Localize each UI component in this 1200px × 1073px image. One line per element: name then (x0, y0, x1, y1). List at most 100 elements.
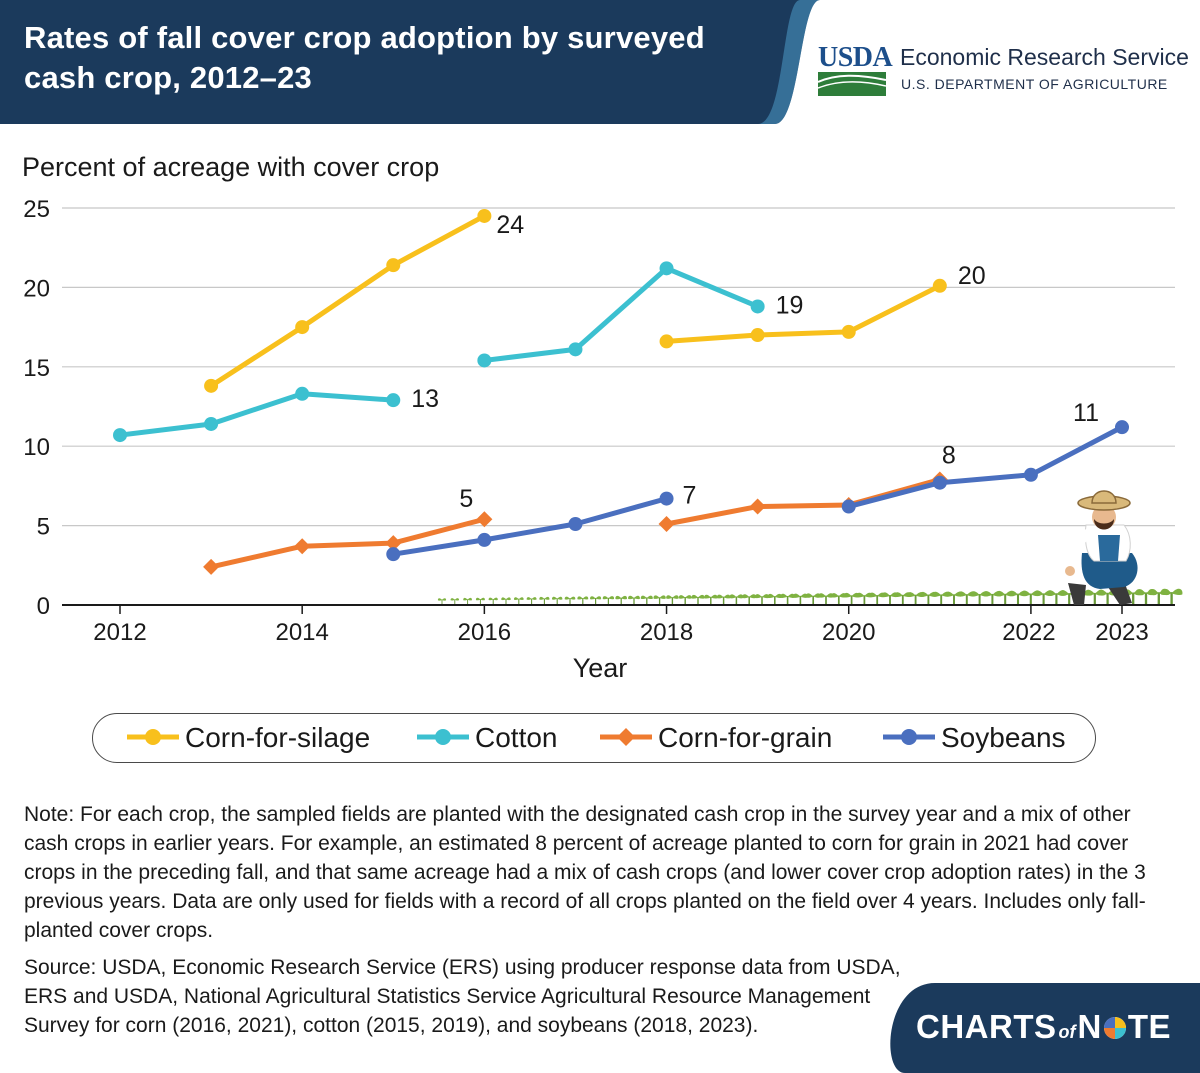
seedling-icon (1160, 588, 1183, 604)
seedling-leaf (506, 597, 511, 601)
x-axis-label: Year (573, 653, 628, 683)
seedling-leaf (666, 595, 673, 599)
data-point (477, 353, 492, 368)
seedling-leaf (653, 595, 660, 599)
seedling-leaf (1021, 590, 1031, 597)
seedling-icon (894, 592, 912, 604)
data-point-diamond (203, 558, 220, 575)
seedling-leaf (831, 593, 839, 598)
seedling-leaf (501, 597, 506, 601)
seedling-leaf (723, 594, 731, 599)
data-point (204, 378, 219, 393)
y-tick-label: 0 (37, 593, 50, 620)
data-point (295, 386, 310, 401)
seedling-icon (780, 593, 795, 604)
legend-marker-circle-icon (417, 729, 469, 745)
seedling-icon (640, 595, 653, 604)
seedling-leaf (1008, 590, 1018, 597)
data-point (750, 328, 765, 343)
data-point (477, 208, 492, 223)
seedling-leaf (646, 595, 653, 600)
data-point (841, 324, 856, 339)
farmer-beard (1094, 519, 1114, 530)
seedling-leaf (774, 593, 782, 599)
seedling-leaf (843, 592, 852, 598)
seedling-icon (590, 596, 602, 604)
x-tick-label: 2018 (640, 619, 693, 646)
seedling-leaf (780, 593, 788, 598)
seedling-icon (552, 596, 563, 604)
data-point-diamond (658, 516, 675, 533)
pie-wheel-icon (1103, 1017, 1126, 1039)
seedling-icon (463, 597, 472, 604)
data-point-diamond (385, 535, 402, 552)
footer-banner (890, 983, 1200, 1073)
x-tick-label: 2023 (1095, 619, 1148, 646)
line-chart: Percent of acreage with cover crop 0 5 10 15… (22, 152, 1183, 683)
seedling-leaf (698, 594, 705, 599)
y-tick-label: 5 (37, 514, 50, 541)
usda-logo-icon (818, 72, 886, 96)
grid-lines (62, 207, 1175, 614)
seedling-icon (742, 594, 757, 604)
seedling-leaf (442, 598, 447, 601)
farmer-boot (1068, 583, 1086, 605)
data-point (477, 532, 492, 547)
seedling-leaf (590, 596, 596, 600)
seedling-leaf (1033, 590, 1044, 596)
seedling-leaf (513, 597, 519, 600)
seedling-leaf (595, 596, 602, 600)
brand-word-charts: CHARTS (916, 1008, 1057, 1045)
seedling-leaf (716, 594, 724, 599)
data-point-diamond (476, 511, 493, 528)
seedling-leaf (983, 591, 993, 597)
seedling-leaf (463, 597, 468, 601)
seedling-leaf (1059, 590, 1070, 596)
data-point-diamond (749, 498, 766, 515)
data-point (204, 416, 219, 431)
data-label: 11 (1073, 399, 1099, 427)
seedling-leaf (564, 596, 570, 600)
seedling-leaf (919, 591, 929, 597)
seedling-leaf (518, 597, 524, 600)
seedling-leaf (450, 598, 455, 601)
series-line (846, 424, 1125, 510)
seedling-leaf (691, 594, 698, 599)
brand-word-te: TE (1127, 1008, 1172, 1045)
seedling-icon (678, 595, 692, 604)
seedling-icon (805, 593, 821, 604)
y-tick-label: 15 (23, 355, 50, 382)
page-title: Rates of fall cover crop adoption by sur… (24, 20, 705, 95)
seedling-leaf (1097, 589, 1108, 596)
seedling-leaf (454, 598, 460, 601)
data-point (1023, 467, 1038, 482)
series-line (481, 265, 761, 363)
seedling-leaf (710, 594, 718, 599)
seedling-leaf (557, 596, 563, 600)
seedling-icon (501, 597, 511, 604)
data-label: 19 (776, 291, 804, 319)
seedling-icon (666, 595, 679, 604)
seedling-icon (488, 597, 498, 604)
legend: Corn-for-silage Cotton Corn-for-grain So… (92, 713, 1096, 763)
seedling-leaf (1148, 588, 1159, 596)
data-point (932, 278, 947, 293)
farmer-illustration (1065, 490, 1138, 605)
seedling-leaf (480, 597, 485, 601)
legend-label: Soybeans (941, 722, 1066, 753)
seedling-leaf (577, 596, 583, 600)
seedling-leaf (805, 593, 814, 598)
y-tick-label: 20 (23, 275, 50, 302)
seedling-leaf (1046, 590, 1057, 596)
chart-source: Source: USDA, Economic Research Service … (24, 956, 901, 1037)
seedling-icon (564, 596, 576, 604)
seedling-leaf (531, 597, 537, 600)
seedling-icon (526, 597, 537, 604)
seedling-icon (716, 594, 731, 604)
agency-name: Economic Research Service (900, 44, 1189, 70)
data-label: 8 (942, 442, 956, 470)
data-point (659, 334, 674, 349)
data-point (386, 258, 401, 273)
seedling-leaf (685, 595, 692, 599)
